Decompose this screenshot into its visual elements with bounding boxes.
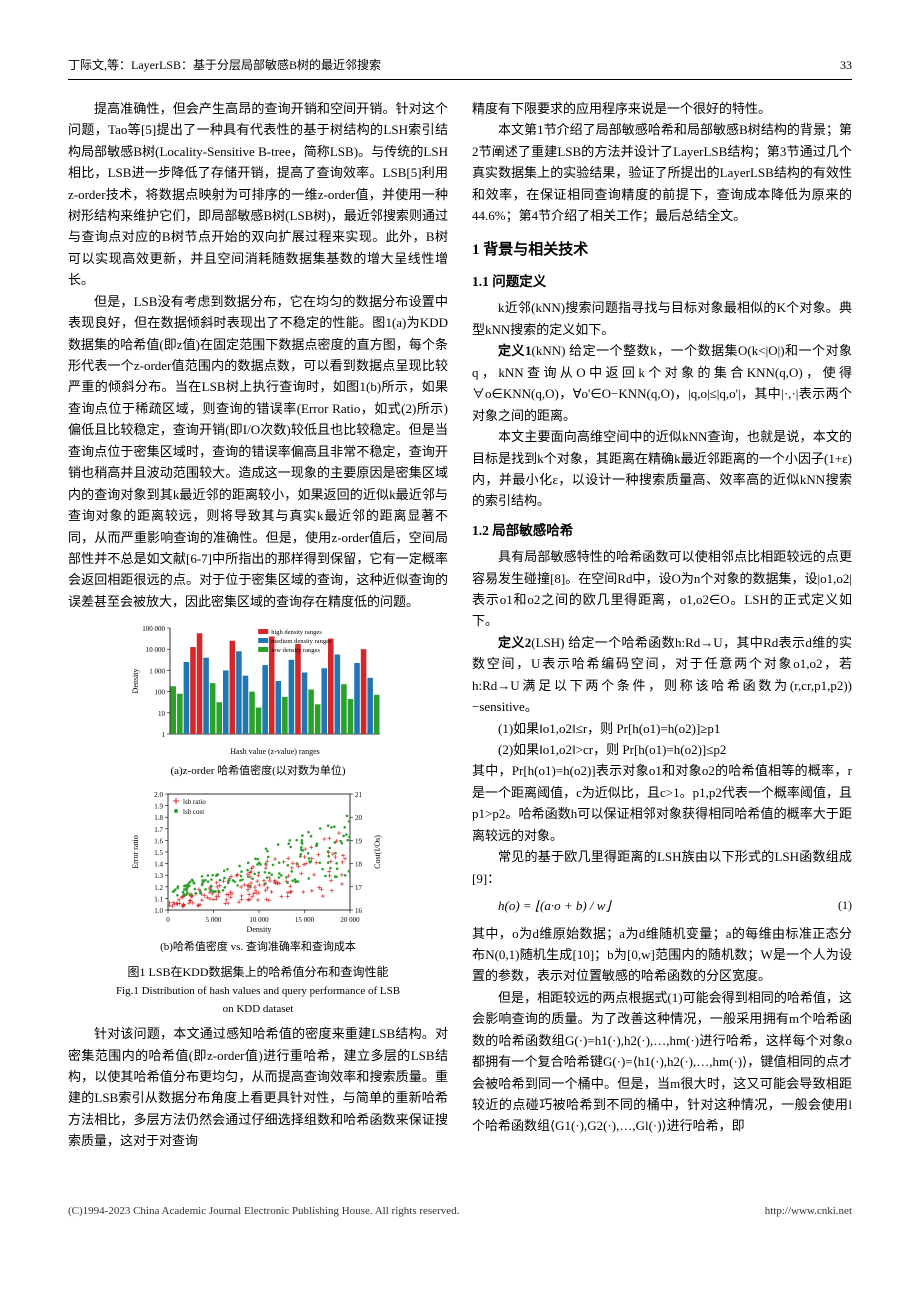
right-para-6: 其中，Pr[h(o1)=h(o2)]表示对象o1和对象o2的哈希值相等的概率，r… xyxy=(472,760,852,846)
right-para-9: 但是，相距较远的两点根据式(1)可能会得到相同的哈希值，这会影响查询的质量。为了… xyxy=(472,987,852,1137)
svg-text:17: 17 xyxy=(355,884,363,892)
section-1-2-title: 1.2 局部敏感哈希 xyxy=(472,520,852,542)
svg-text:16: 16 xyxy=(355,907,363,915)
definition-1: 定义1(kNN) 给定一个整数k，一个数据集O(k<|O|)和一个对象q，kNN… xyxy=(472,340,852,426)
svg-text:18: 18 xyxy=(355,861,363,869)
svg-text:lsb ratio: lsb ratio xyxy=(183,798,206,806)
footer-url: http://www.cnki.net xyxy=(765,1202,852,1220)
header-left: 丁际文,等：LayerLSB：基于分层局部敏感B树的最近邻搜索 xyxy=(68,56,381,76)
footer-copyright: (C)1994-2023 China Academic Journal Elec… xyxy=(68,1202,459,1220)
figure-1a-caption: (a)z-order 哈希值密度(以对数为单位) xyxy=(68,762,448,780)
svg-text:20 000: 20 000 xyxy=(340,916,360,924)
svg-text:low density ranges: low density ranges xyxy=(271,647,320,654)
svg-text:21: 21 xyxy=(355,791,363,799)
figure-1b-caption: (b)哈希值密度 vs. 查询准确率和查询成本 xyxy=(68,938,448,956)
section-1-title: 1 背景与相关技术 xyxy=(472,238,852,263)
page: 丁际文,等：LayerLSB：基于分层局部敏感B树的最近邻搜索 33 提高准确性… xyxy=(0,0,920,1192)
svg-text:Cost(I/Os): Cost(I/Os) xyxy=(373,835,382,869)
svg-text:2.0: 2.0 xyxy=(154,791,163,799)
left-para-1: 提高准确性，但会产生高昂的查询开销和空间开销。针对这个问题，Tao等[5]提出了… xyxy=(68,98,448,291)
figure-1a-chart: 1 10 100 1 000 10 000 100 000 Density Hash valu… xyxy=(128,620,388,760)
svg-text:1.2: 1.2 xyxy=(154,884,163,892)
right-para-7: 常见的基于欧几里得距离的LSH族由以下形式的LSH函数组成[9]： xyxy=(472,846,852,889)
svg-text:medium density ranges: medium density ranges xyxy=(271,638,332,645)
svg-text:10 000: 10 000 xyxy=(146,646,166,654)
svg-text:20: 20 xyxy=(355,815,363,823)
svg-text:100 000: 100 000 xyxy=(142,625,165,633)
def2-label: 定义2 xyxy=(498,635,531,650)
svg-text:0: 0 xyxy=(166,916,170,924)
left-para-2: 但是，LSB没有考虑到数据分布，它在均匀的数据分布设置中表现良好，但在数据倾斜时… xyxy=(68,291,448,613)
svg-text:1.6: 1.6 xyxy=(154,838,163,846)
svg-text:Density: Density xyxy=(247,925,272,934)
right-para-1: 精度有下限要求的应用程序来说是一个很好的特性。 xyxy=(472,98,852,119)
svg-text:1.1: 1.1 xyxy=(154,896,163,904)
svg-text:10 000: 10 000 xyxy=(249,916,269,924)
svg-text:1.5: 1.5 xyxy=(154,849,163,857)
right-column: 精度有下限要求的应用程序来说是一个很好的特性。 本文第1节介绍了局部敏感哈希和局… xyxy=(472,98,852,1152)
svg-text:1 000: 1 000 xyxy=(149,668,165,676)
page-footer: (C)1994-2023 China Academic Journal Elec… xyxy=(0,1192,920,1240)
svg-text:1.8: 1.8 xyxy=(154,815,163,823)
svg-text:19: 19 xyxy=(355,838,363,846)
svg-text:lsb cost: lsb cost xyxy=(183,808,204,816)
def2-paren: (LSH) xyxy=(531,635,564,650)
figure-1-caption-cn: 图1 LSB在KDD数据集上的哈希值分布和查询性能 xyxy=(68,963,448,983)
figure-1-caption-en-1: Fig.1 Distribution of hash values and qu… xyxy=(68,984,448,999)
eq1-body: h(o) = ⌊(a·o + b) / w⌋ xyxy=(498,895,611,916)
two-column-layout: 提高准确性，但会产生高昂的查询开销和空间开销。针对这个问题，Tao等[5]提出了… xyxy=(68,98,852,1152)
right-para-8: 其中，o为d维原始数据；a为d维随机变量；a的每维由标准正态分布N(0,1)随机… xyxy=(472,923,852,987)
right-para-4: 本文主要面向高维空间中的近似kNN查询，也就是说，本文的目标是找到k个对象，其距… xyxy=(472,426,852,512)
figure-1-caption-en-2: on KDD dataset xyxy=(68,1002,448,1017)
svg-text:Error ratio: Error ratio xyxy=(131,836,140,870)
def1-paren: (kNN) xyxy=(531,343,565,358)
svg-text:Density: Density xyxy=(131,669,140,694)
svg-text:Hash value (z-value) ranges: Hash value (z-value) ranges xyxy=(230,747,320,756)
svg-text:15 000: 15 000 xyxy=(295,916,315,924)
right-para-3: k近邻(kNN)搜索问题指寻找与目标对象最相似的K个对象。典型kNN搜索的定义如… xyxy=(472,297,852,340)
svg-text:1.0: 1.0 xyxy=(154,907,163,915)
svg-text:1.7: 1.7 xyxy=(154,826,163,834)
header-page-number: 33 xyxy=(840,56,852,76)
definition-2: 定义2(LSH) 给定一个哈希函数h:Rd→U，其中Rd表示d维的实数空间，U表… xyxy=(472,632,852,718)
running-header: 丁际文,等：LayerLSB：基于分层局部敏感B树的最近邻搜索 33 xyxy=(68,56,852,80)
left-para-3: 针对该问题，本文通过感知哈希值的密度来重建LSB结构。对密集范围内的哈希值(即z… xyxy=(68,1023,448,1152)
svg-text:1.9: 1.9 xyxy=(154,803,163,811)
eq1-number: (1) xyxy=(838,896,852,916)
right-para-2: 本文第1节介绍了局部敏感哈希和局部敏感B树结构的背景；第2节阐述了重建LSB的方… xyxy=(472,119,852,226)
svg-text:100: 100 xyxy=(155,689,166,697)
left-column: 提高准确性，但会产生高昂的查询开销和空间开销。针对这个问题，Tao等[5]提出了… xyxy=(68,98,448,1152)
svg-text:1: 1 xyxy=(162,731,166,739)
svg-text:high density ranges: high density ranges xyxy=(271,629,322,636)
figure-1: 1 10 100 1 000 10 000 100 000 Density Hash valu… xyxy=(68,620,448,1017)
svg-text:1.3: 1.3 xyxy=(154,873,163,881)
condition-2: (2)如果‖o1,o2‖>cr，则 Pr[h(o1)=h(o2)]≤p2 xyxy=(472,739,852,760)
equation-1: h(o) = ⌊(a·o + b) / w⌋ (1) xyxy=(498,895,852,916)
svg-text:1.4: 1.4 xyxy=(154,861,163,869)
condition-1: (1)如果‖o1,o2‖≤r，则 Pr[h(o1)=h(o2)]≥p1 xyxy=(472,718,852,739)
right-para-5: 具有局部敏感特性的哈希函数可以使相邻点比相距较远的点更容易发生碰撞[8]。在空间… xyxy=(472,546,852,632)
svg-text:10: 10 xyxy=(158,710,166,718)
figure-1b-chart: 1.0 1.1 1.2 1.3 1.4 1.5 1.6 1.7 1.8 1.9 2.0 16 17 18 1… xyxy=(128,786,388,936)
section-1-1-title: 1.1 问题定义 xyxy=(472,271,852,293)
svg-text:5 000: 5 000 xyxy=(206,916,222,924)
def1-label: 定义1 xyxy=(498,343,531,358)
